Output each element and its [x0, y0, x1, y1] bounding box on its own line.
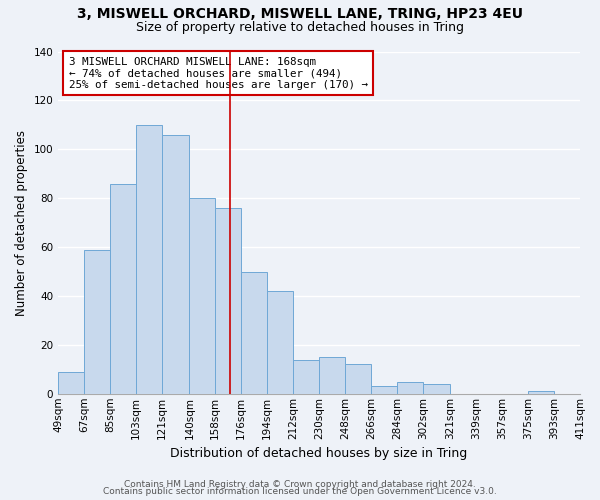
Bar [423, 384, 450, 394]
Text: Contains HM Land Registry data © Crown copyright and database right 2024.: Contains HM Land Registry data © Crown c… [124, 480, 476, 489]
Text: 3 MISWELL ORCHARD MISWELL LANE: 168sqm
← 74% of detached houses are smaller (494: 3 MISWELL ORCHARD MISWELL LANE: 168sqm ←… [68, 56, 368, 90]
Bar [58, 372, 84, 394]
Bar [110, 184, 136, 394]
Bar [528, 392, 554, 394]
X-axis label: Distribution of detached houses by size in Tring: Distribution of detached houses by size … [170, 447, 468, 460]
Bar [293, 360, 319, 394]
Bar [136, 125, 162, 394]
Bar [319, 357, 345, 394]
Y-axis label: Number of detached properties: Number of detached properties [15, 130, 28, 316]
Text: Size of property relative to detached houses in Tring: Size of property relative to detached ho… [136, 21, 464, 34]
Text: 3, MISWELL ORCHARD, MISWELL LANE, TRING, HP23 4EU: 3, MISWELL ORCHARD, MISWELL LANE, TRING,… [77, 8, 523, 22]
Bar [345, 364, 371, 394]
Bar [190, 198, 215, 394]
Text: Contains public sector information licensed under the Open Government Licence v3: Contains public sector information licen… [103, 488, 497, 496]
Bar [162, 134, 190, 394]
Bar [397, 382, 423, 394]
Bar [241, 272, 267, 394]
Bar [215, 208, 241, 394]
Bar [267, 291, 293, 394]
Bar [371, 386, 397, 394]
Bar [84, 250, 110, 394]
